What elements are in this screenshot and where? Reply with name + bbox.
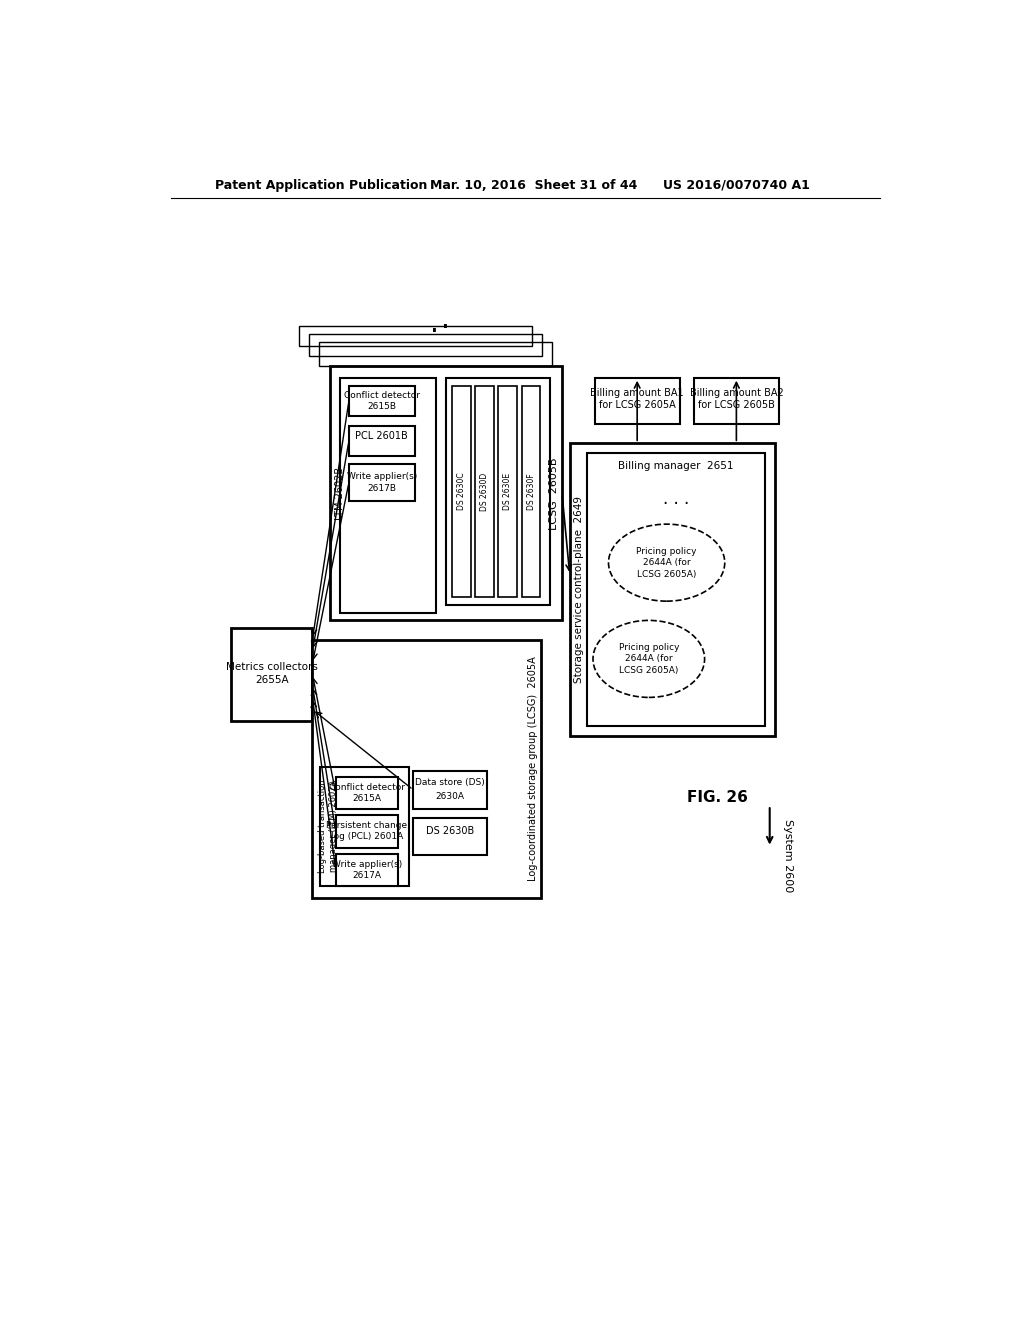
Bar (569, 444, 775, 737)
Bar (499, 385, 517, 598)
Bar (231, 628, 312, 721)
Text: 2644A (for: 2644A (for (625, 655, 673, 664)
Bar (299, 326, 531, 346)
Text: 2615A: 2615A (352, 793, 381, 803)
Bar (587, 453, 765, 726)
Ellipse shape (608, 524, 725, 601)
Text: DS 2630B: DS 2630B (426, 826, 474, 837)
Bar (336, 816, 397, 847)
Text: FIG. 26: FIG. 26 (686, 789, 748, 805)
Bar (521, 385, 541, 598)
Bar (693, 378, 779, 424)
Text: 2655A: 2655A (255, 676, 289, 685)
Text: 2617A: 2617A (352, 871, 381, 879)
Text: Write applier(s): Write applier(s) (332, 861, 401, 869)
Bar (330, 367, 562, 620)
Bar (336, 854, 397, 886)
Text: for LCSG 2605A: for LCSG 2605A (599, 400, 676, 409)
Bar (319, 342, 552, 367)
Text: Pricing policy: Pricing policy (618, 643, 679, 652)
Text: 2615B: 2615B (368, 401, 396, 411)
Text: Patent Application Publication: Patent Application Publication (215, 178, 427, 191)
Text: .: . (441, 306, 451, 334)
Bar (309, 334, 542, 356)
Text: Conflict detector: Conflict detector (329, 783, 404, 792)
Text: Persistent change: Persistent change (326, 821, 408, 830)
Bar (336, 776, 397, 809)
Text: US 2016/0070740 A1: US 2016/0070740 A1 (663, 178, 810, 191)
Text: Log-coordinated storage group (LCSG)  2605A: Log-coordinated storage group (LCSG) 260… (528, 656, 539, 880)
Ellipse shape (593, 620, 705, 697)
Text: LCSG 2605A): LCSG 2605A) (637, 570, 696, 578)
Text: Billing amount BA1: Billing amount BA1 (591, 388, 684, 399)
Text: LTM 2602B: LTM 2602B (335, 467, 345, 520)
Bar (321, 767, 410, 886)
Text: log (PCL) 2601A: log (PCL) 2601A (331, 833, 402, 841)
Text: 2630A: 2630A (435, 792, 465, 801)
Bar (452, 385, 471, 598)
Text: DS 2630F: DS 2630F (526, 473, 536, 510)
Text: .: . (430, 310, 438, 338)
Text: Billing amount BA2: Billing amount BA2 (689, 388, 783, 399)
Text: Billing manager  2651: Billing manager 2651 (618, 462, 733, 471)
Text: Log-based transaction
manager (LTM) 2602A: Log-based transaction manager (LTM) 2602… (318, 780, 338, 874)
Text: LCSG  2605B: LCSG 2605B (549, 457, 559, 529)
Text: Mar. 10, 2016  Sheet 31 of 44: Mar. 10, 2016 Sheet 31 of 44 (430, 178, 638, 191)
Text: 2644A (for: 2644A (for (643, 558, 690, 568)
Bar (445, 378, 550, 605)
Text: Storage service control-plane  2649: Storage service control-plane 2649 (574, 496, 584, 684)
Bar (595, 378, 680, 424)
Text: System 2600: System 2600 (783, 818, 793, 892)
Text: . . .: . . . (663, 490, 689, 508)
Bar (340, 378, 436, 612)
Text: PCL 2601B: PCL 2601B (355, 432, 409, 441)
Text: LCSG 2605A): LCSG 2605A) (620, 667, 679, 675)
Bar (414, 818, 486, 855)
Text: 2617B: 2617B (368, 484, 396, 494)
Text: Pricing policy: Pricing policy (636, 546, 697, 556)
Text: Data store (DS): Data store (DS) (415, 779, 485, 787)
Bar (312, 640, 541, 898)
Text: Write applier(s): Write applier(s) (347, 473, 417, 480)
Text: Metrics collectors: Metrics collectors (226, 661, 317, 672)
Text: Conflict detector: Conflict detector (344, 391, 420, 400)
Bar (475, 385, 494, 598)
Text: DS 2630C: DS 2630C (457, 473, 466, 511)
Bar (349, 425, 415, 457)
Bar (414, 771, 486, 809)
Text: DS 2630D: DS 2630D (480, 473, 489, 511)
Text: DS 2630E: DS 2630E (503, 473, 512, 510)
Text: for LCSG 2605B: for LCSG 2605B (698, 400, 775, 409)
Bar (349, 385, 415, 416)
Bar (349, 465, 415, 502)
